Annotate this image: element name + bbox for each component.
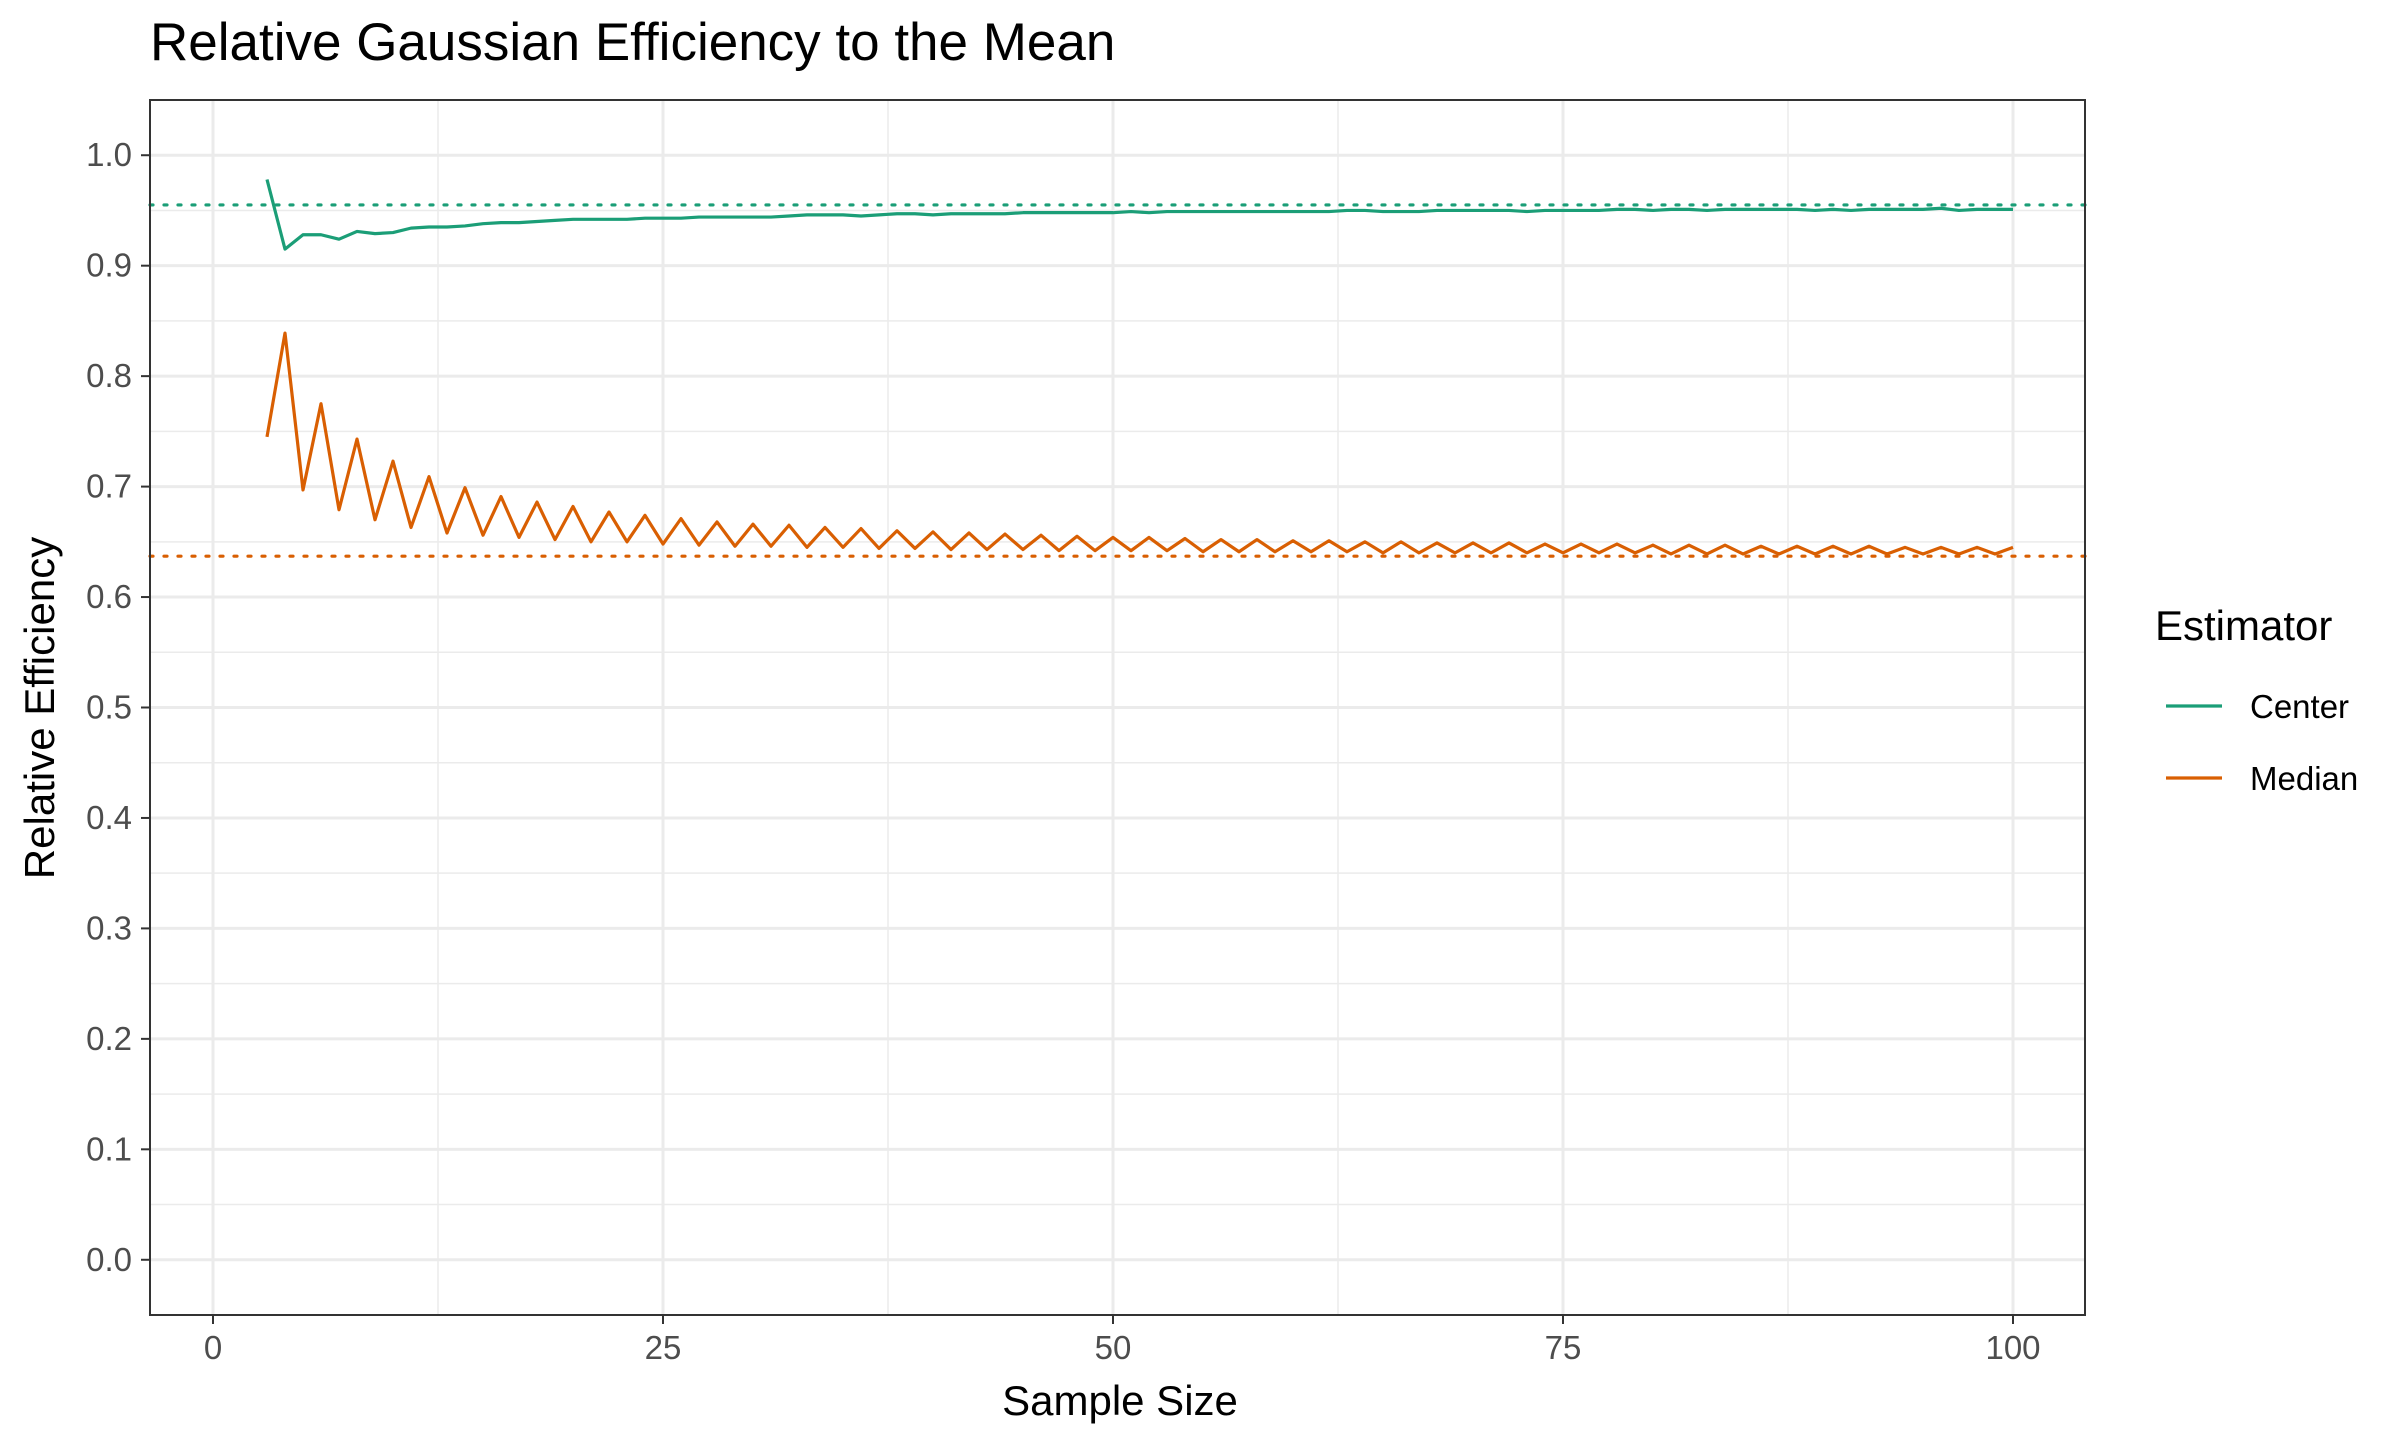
plot-panel	[148, 99, 2087, 1316]
y-tick-label: 0.5	[86, 689, 132, 726]
legend: Estimator Center Median	[2155, 602, 2358, 797]
y-tick-label: 0.9	[86, 247, 132, 284]
legend-label-center: Center	[2250, 688, 2349, 725]
legend-title: Estimator	[2155, 602, 2332, 649]
x-tick-label: 0	[204, 1329, 222, 1366]
legend-label-median: Median	[2250, 760, 2358, 797]
legend-entries: Center Median	[2166, 688, 2358, 797]
series-line-median	[265, 331, 2014, 556]
y-axis-title: Relative Efficiency	[16, 537, 63, 879]
y-tick-label: 0.8	[86, 357, 132, 394]
y-axis: 0.0 0.1 0.2 0.3 0.4 0.5 0.6 0.7 0.8 0.9 1.0	[86, 136, 150, 1278]
x-tick-label: 75	[1545, 1329, 1582, 1366]
y-tick-label: 0.4	[86, 799, 132, 836]
y-tick-label: 0.2	[86, 1020, 132, 1057]
y-tick-label: 0.1	[86, 1130, 132, 1167]
x-tick-label: 50	[1095, 1329, 1132, 1366]
x-axis: 0 25 50 75 100	[204, 1315, 2041, 1366]
x-axis-title: Sample Size	[1002, 1377, 1238, 1424]
y-tick-label: 1.0	[86, 136, 132, 173]
reference-lines	[148, 203, 2087, 558]
x-tick-label: 25	[645, 1329, 682, 1366]
major-gridlines	[150, 100, 2085, 1315]
y-tick-label: 0.0	[86, 1241, 132, 1278]
y-tick-label: 0.3	[86, 909, 132, 946]
series-line-center	[265, 179, 2013, 251]
chart-title: Relative Gaussian Efficiency to the Mean	[150, 13, 1115, 72]
y-tick-label: 0.6	[86, 578, 132, 615]
x-tick-label: 100	[1985, 1329, 2040, 1366]
series-lines	[265, 179, 2014, 556]
y-tick-label: 0.7	[86, 468, 132, 505]
